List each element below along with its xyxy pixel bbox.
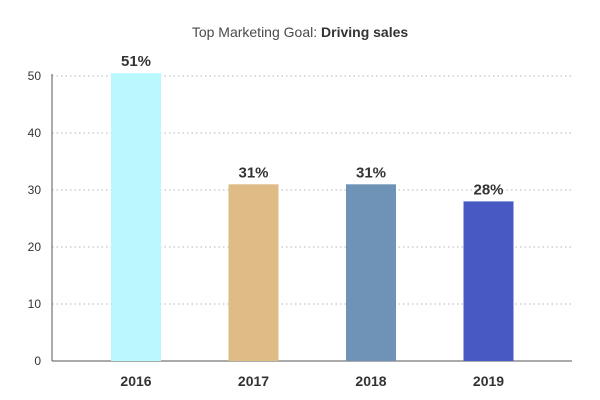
bars: [111, 73, 514, 362]
chart-title-emphasis: Driving sales: [321, 24, 409, 40]
y-tick-label: 20: [28, 240, 42, 254]
data-label-2017: 31%: [238, 164, 268, 181]
bar-2018: [346, 184, 396, 361]
x-tick-label-2017: 2017: [238, 373, 269, 389]
x-tick-label-2019: 2019: [473, 373, 504, 389]
chart-title-prefix: Top Marketing Goal:: [191, 24, 318, 40]
data-label-2018: 31%: [356, 164, 386, 181]
data-label-2016: 51%: [121, 53, 151, 70]
data-label-2019: 28%: [473, 181, 503, 198]
x-tick-label-2018: 2018: [355, 373, 386, 389]
y-tick-label: 10: [28, 297, 42, 311]
bar-2019: [463, 201, 514, 361]
x-tick-label-2016: 2016: [120, 373, 151, 389]
y-tick-label: 40: [28, 126, 42, 140]
labels: 0 10 20 30 40 50 51% 2016 31% 2017 31% 2018 28% 2019: [28, 53, 505, 389]
chart-title: Top Marketing Goal: Driving sales: [0, 24, 600, 40]
y-tick-label: 0: [34, 354, 41, 368]
y-tick-label: 30: [28, 183, 42, 197]
bar-2017: [228, 184, 279, 361]
bar-2016: [111, 73, 161, 362]
y-tick-label: 50: [28, 69, 42, 83]
